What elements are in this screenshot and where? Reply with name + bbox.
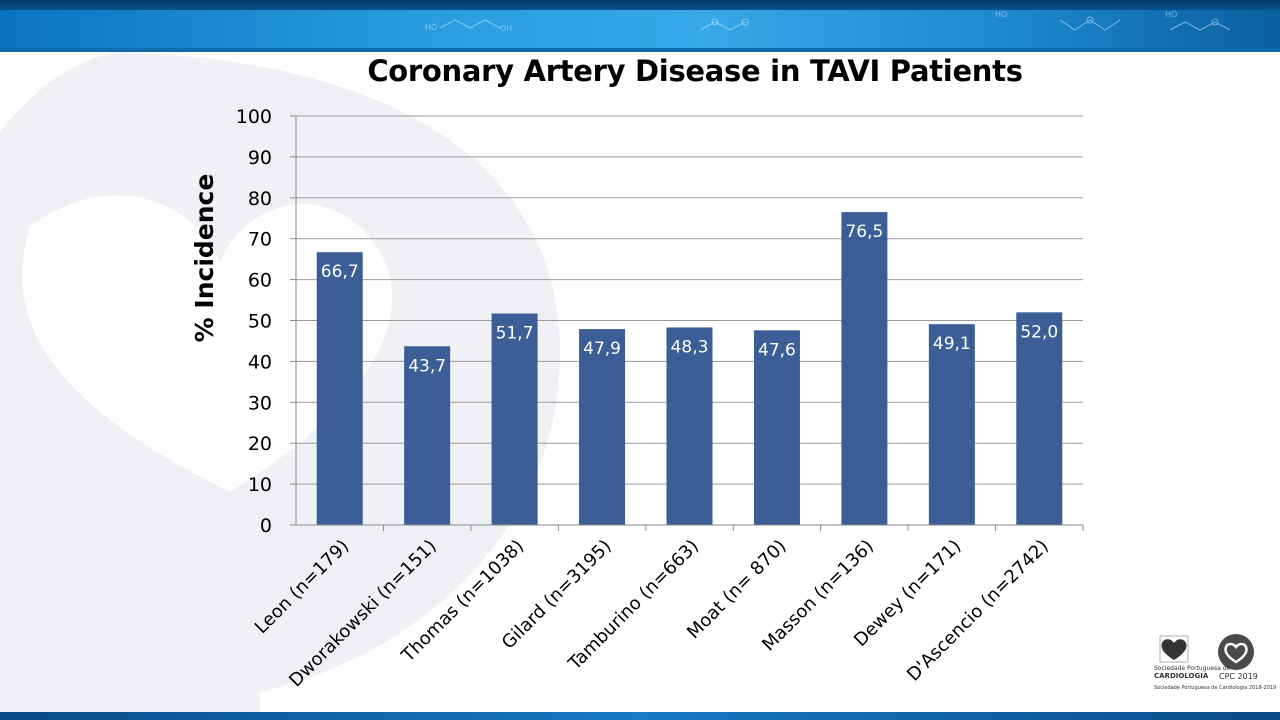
svg-text:HO: HO (995, 10, 1007, 19)
footer-bar (0, 712, 1280, 720)
svg-text:OH: OH (500, 24, 512, 33)
y-tick-label: 50 (248, 311, 272, 333)
y-axis: 0 10 20 30 40 50 60 70 80 90 100 (236, 106, 297, 537)
bar (841, 212, 888, 526)
footer-logos: Sociedade Portuguesa de CARDIOLOGIA CPC … (1150, 632, 1276, 696)
x-tick-label: D'Ascencio (n=2742) (903, 536, 1053, 686)
bar (491, 313, 538, 525)
background-heart-watermark (0, 52, 560, 720)
congress-name: CPC 2019 (1219, 672, 1258, 681)
cpc-heart-logo (1218, 634, 1254, 670)
society-name-line2: CARDIOLOGIA (1154, 672, 1209, 680)
molecule-decoration: HO OH HO HO (425, 10, 1231, 33)
y-tick-label: 10 (248, 474, 272, 496)
bar (1016, 312, 1063, 525)
data-label: 48,3 (671, 337, 709, 357)
data-label: 43,7 (408, 356, 446, 376)
society-heart-logo (1159, 635, 1189, 663)
y-axis-label: % Incidence (190, 174, 219, 343)
x-axis: Leon (n=179)Dworakowski (n=151)Thomas (n… (251, 524, 1084, 692)
data-label: 47,6 (758, 340, 796, 360)
society-footer-note: Sociedade Portuguesa de Cardiologia 2018… (1154, 685, 1277, 691)
logo-graphics (1159, 634, 1254, 670)
bars: 66,7 43,7 51,7 47,9 48,3 47,6 76,5 49,1 52,0 (316, 212, 1063, 526)
society-name-line1: Sociedade Portuguesa de (1154, 665, 1231, 672)
y-tick-label: 90 (248, 147, 272, 169)
bar (404, 346, 451, 525)
header-banner: HO OH HO HO (0, 0, 1280, 52)
svg-text:HO: HO (425, 23, 437, 32)
data-label: 52,0 (1020, 322, 1058, 342)
svg-text:HO: HO (1165, 10, 1177, 19)
chart-title: Coronary Artery Disease in TAVI Patients (367, 54, 1023, 88)
bar (753, 330, 800, 525)
bar (316, 252, 363, 525)
y-tick-label: 30 (248, 392, 272, 414)
bar (928, 324, 975, 525)
bar (579, 329, 626, 525)
y-tick-label: 0 (260, 515, 272, 537)
y-tick-label: 80 (248, 188, 272, 210)
y-tick-label: 60 (248, 270, 272, 292)
banner-strip (0, 10, 1280, 48)
data-label: 51,7 (496, 324, 534, 344)
data-label: 49,1 (933, 334, 971, 354)
data-label: 76,5 (845, 222, 883, 242)
data-label: 47,9 (583, 339, 621, 359)
data-label: 66,7 (321, 262, 359, 282)
x-tick-label: Dworakowski (n=151) (285, 536, 441, 692)
y-tick-label: 70 (248, 229, 272, 251)
y-tick-label: 20 (248, 433, 272, 455)
y-tick-label: 40 (248, 351, 272, 373)
bar (666, 327, 713, 525)
y-tick-label: 100 (236, 106, 272, 128)
